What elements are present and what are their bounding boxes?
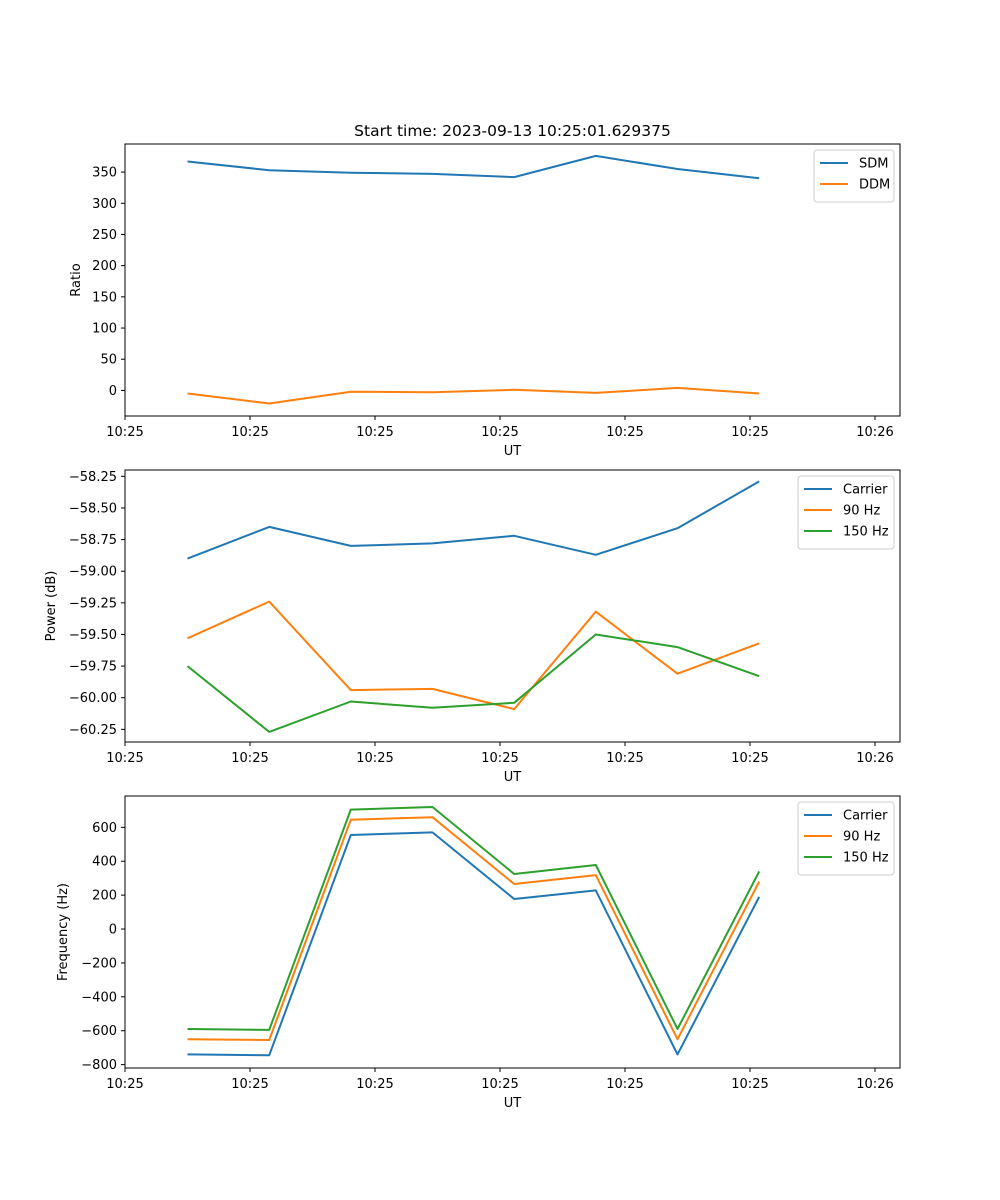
x-tick-label: 10:25 — [606, 751, 643, 766]
y-tick-label: 100 — [92, 322, 117, 337]
x-tick-label: 10:25 — [231, 1077, 268, 1092]
y-tick-label: −58.50 — [69, 501, 117, 516]
legend-entry: SDM — [859, 157, 888, 172]
x-axis-label: UT — [504, 444, 522, 459]
y-tick-label: −59.50 — [69, 628, 117, 643]
legend-entry: DDM — [859, 178, 890, 193]
x-tick-label: 10:26 — [856, 425, 893, 440]
series-line-sdm — [187, 154, 760, 180]
y-axis-label: Frequency (Hz) — [56, 883, 71, 981]
x-tick-label: 10:25 — [106, 425, 143, 440]
x-tick-label: 10:25 — [356, 425, 393, 440]
y-tick-label: −400 — [81, 990, 117, 1005]
x-tick-label: 10:25 — [106, 751, 143, 766]
y-axis-label: Ratio — [69, 263, 84, 296]
x-tick-label: 10:25 — [231, 425, 268, 440]
y-tick-label: −800 — [81, 1058, 117, 1073]
x-tick-label: 10:25 — [481, 751, 518, 766]
x-axis-label: UT — [504, 770, 522, 785]
legend: Carrier 90 Hz 150 Hz — [797, 801, 895, 876]
y-tick-label: 350 — [92, 166, 117, 181]
y-tick-label: −58.75 — [69, 533, 117, 548]
y-tick-label: −59.75 — [69, 660, 117, 675]
y-tick-label: 400 — [92, 855, 117, 870]
series-line-90-hz — [187, 816, 761, 1041]
y-tick-label: −60.00 — [69, 691, 117, 706]
y-tick-label: −60.25 — [69, 723, 117, 738]
ratio-panel: Start time: 2023-09-13 10:25:01.629375 10… — [69, 122, 901, 459]
x-tick-label: 10:25 — [231, 751, 268, 766]
y-tick-label: 250 — [92, 228, 117, 243]
legend-entry: 90 Hz — [843, 504, 880, 519]
x-tick-label: 10:25 — [731, 425, 768, 440]
legend-entry: Carrier — [843, 809, 888, 824]
x-axis-label: UT — [504, 1096, 522, 1111]
series-line-ddm — [187, 386, 760, 405]
legend-entry: 90 Hz — [843, 830, 880, 845]
legend-entry: Carrier — [843, 483, 888, 498]
y-axis-label: Power (dB) — [44, 571, 59, 642]
y-tick-label: 0 — [109, 384, 117, 399]
frequency-panel: 10:25 10:25 10:25 10:25 10:25 10:25 10:26 UT −80… — [56, 795, 901, 1111]
y-tick-label: −200 — [81, 956, 117, 971]
x-tick-label: 10:26 — [856, 1077, 893, 1092]
legend-entry: 150 Hz — [843, 851, 889, 866]
x-tick-label: 10:25 — [481, 1077, 518, 1092]
series-line-carrier — [187, 480, 760, 560]
y-tick-label: −58.25 — [69, 470, 117, 485]
x-tick-label: 10:25 — [356, 1077, 393, 1092]
legend: Carrier 90 Hz 150 Hz — [797, 475, 895, 550]
y-tick-label: 300 — [92, 197, 117, 212]
y-tick-label: 200 — [92, 889, 117, 904]
y-tick-label: 600 — [92, 821, 117, 836]
chart-title: Start time: 2023-09-13 10:25:01.629375 — [354, 122, 671, 140]
series-line-150-hz — [186, 633, 760, 733]
y-tick-label: −59.00 — [69, 565, 117, 580]
x-tick-label: 10:25 — [606, 425, 643, 440]
legend-entry: 150 Hz — [843, 525, 889, 540]
x-tick-label: 10:25 — [356, 751, 393, 766]
plot-frame — [124, 795, 901, 1069]
x-tick-label: 10:25 — [106, 1077, 143, 1092]
series-line-90-hz — [187, 600, 760, 711]
x-tick-label: 10:26 — [856, 751, 893, 766]
y-tick-label: −600 — [81, 1024, 117, 1039]
legend: SDM DDM — [813, 149, 895, 203]
x-tick-label: 10:25 — [481, 425, 518, 440]
x-tick-label: 10:25 — [606, 1077, 643, 1092]
series-line-carrier — [187, 831, 761, 1057]
x-tick-label: 10:25 — [731, 751, 768, 766]
y-tick-label: 50 — [100, 353, 117, 368]
series-line-150-hz — [187, 806, 761, 1031]
y-tick-label: 150 — [92, 290, 117, 305]
power-panel: 10:25 10:25 10:25 10:25 10:25 10:25 10:26 UT −60… — [44, 469, 901, 785]
plot-frame — [124, 469, 901, 743]
y-tick-label: 0 — [109, 923, 117, 938]
x-tick-label: 10:25 — [731, 1077, 768, 1092]
y-tick-label: −59.25 — [69, 596, 117, 611]
plot-frame — [124, 143, 901, 417]
y-tick-label: 200 — [92, 259, 117, 274]
